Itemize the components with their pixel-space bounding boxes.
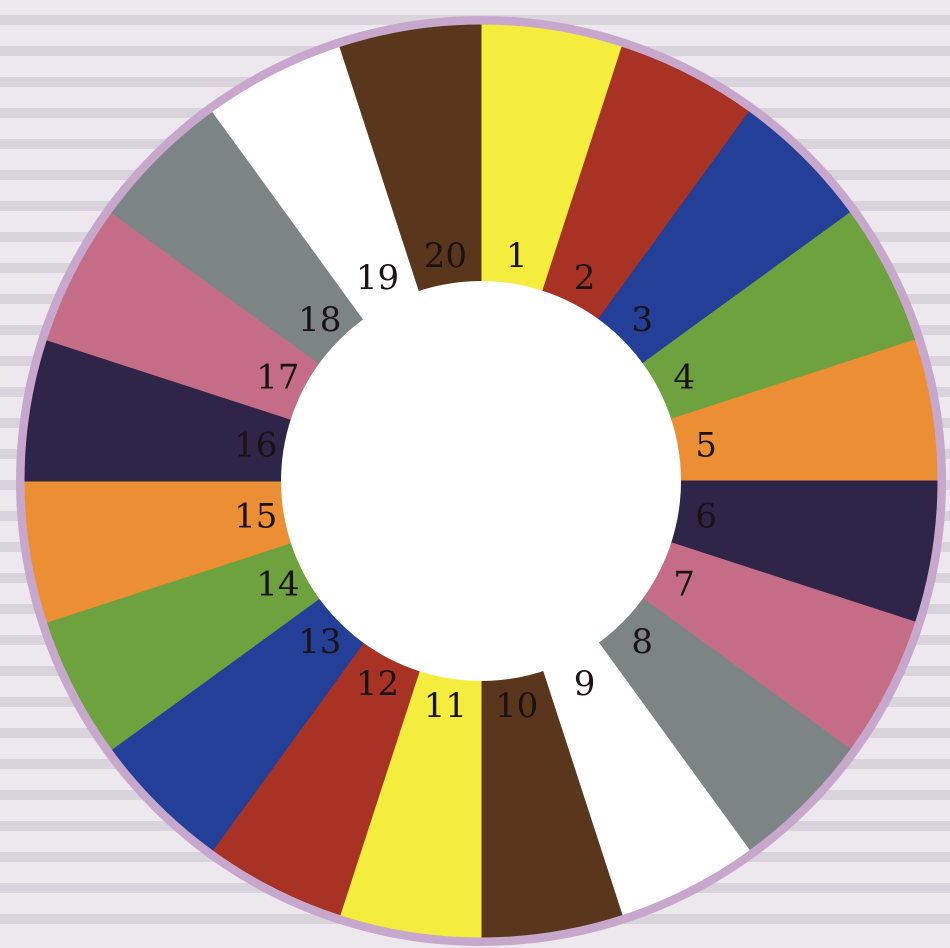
segment-label-18: 18	[298, 300, 341, 340]
segment-label-20: 20	[424, 236, 467, 276]
segment-label-16: 16	[234, 425, 277, 465]
segment-label-14: 14	[256, 565, 299, 605]
segment-label-4: 4	[673, 357, 695, 397]
segment-label-15: 15	[234, 497, 277, 537]
segment-label-10: 10	[495, 686, 538, 726]
segment-label-3: 3	[631, 300, 653, 340]
segment-label-9: 9	[574, 664, 596, 704]
segment-label-6: 6	[695, 497, 717, 537]
segment-label-7: 7	[673, 565, 695, 605]
wheel-segments	[24, 24, 938, 938]
segment-label-13: 13	[298, 622, 341, 662]
segment-label-2: 2	[574, 258, 596, 298]
segment-label-12: 12	[356, 664, 399, 704]
segment-label-17: 17	[256, 357, 299, 397]
wheel-center-hole	[281, 281, 681, 681]
segment-label-11: 11	[424, 686, 467, 726]
segment-label-1: 1	[506, 236, 528, 276]
segment-label-5: 5	[695, 425, 717, 465]
segment-label-19: 19	[356, 258, 399, 298]
segment-label-8: 8	[631, 622, 653, 662]
